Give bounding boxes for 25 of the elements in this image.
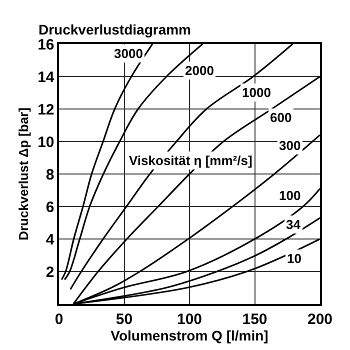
y-tick-label: 16 — [38, 36, 54, 54]
x-tick-label: 150 — [242, 310, 268, 328]
annotation: 600 — [270, 110, 292, 125]
annotation: 34 — [286, 217, 302, 232]
y-tick-label: 12 — [38, 101, 54, 118]
x-tick-label: 50 — [116, 310, 133, 328]
x-tick-label: 200 — [307, 310, 333, 328]
y-tick-label: 6 — [46, 198, 54, 216]
chart-title: Druckverlustdiagramm — [38, 21, 192, 38]
y-tick-label: 8 — [46, 166, 54, 184]
annotation: Viskosität η [mm²/s] — [129, 153, 252, 168]
x-tick-label: 0 — [54, 310, 64, 328]
y-tick-label: 4 — [46, 231, 55, 248]
y-axis-title: Druckverlust Δp [bar] — [16, 108, 32, 240]
annotation: 100 — [279, 188, 301, 203]
annotation: 10 — [287, 251, 302, 266]
y-tick-label: 2 — [46, 264, 54, 281]
annotation: 2000 — [185, 63, 214, 78]
y-tick-label: 14 — [38, 68, 55, 86]
x-axis-title: Volumenstrom Q [l/min] — [110, 328, 268, 344]
annotation: 300 — [279, 138, 301, 153]
y-tick-label: 10 — [38, 134, 54, 151]
annotation: 1000 — [242, 85, 271, 100]
x-tick-label: 100 — [176, 310, 202, 328]
annotation: 3000 — [114, 46, 143, 61]
